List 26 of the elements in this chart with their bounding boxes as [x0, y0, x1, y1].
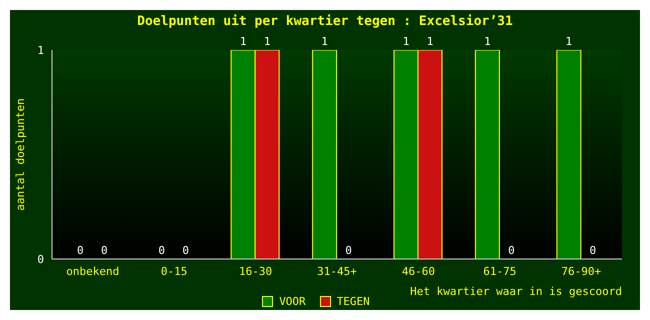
- x-tick-label: 31-45+: [317, 264, 358, 278]
- data-label: 0: [590, 244, 596, 257]
- data-label: 1: [321, 35, 328, 48]
- x-tick-label: 0-15: [160, 264, 188, 278]
- data-label: 1: [240, 35, 246, 48]
- chart-title: Doelpunten uit per kwartier tegen : Excelsior’31: [136, 13, 514, 31]
- x-tick-label: 61-75: [483, 264, 516, 278]
- legend-label: TEGEN: [336, 295, 370, 308]
- x-tick-label: onbekend: [66, 264, 120, 278]
- data-label: 0: [76, 244, 84, 257]
- data-label: 0: [158, 244, 166, 257]
- data-label: 1: [264, 35, 270, 48]
- data-label: 0: [182, 244, 190, 257]
- data-label: 1: [426, 35, 434, 48]
- data-label: 1: [402, 35, 410, 48]
- data-label: 0: [508, 244, 515, 257]
- x-tick-label: 76-90+: [561, 264, 602, 278]
- y-axis-title: aantal doelpunten: [14, 98, 27, 211]
- legend-label: VOOR: [279, 295, 306, 308]
- x-tick-label: 46-60: [402, 264, 435, 278]
- data-label: 1: [566, 35, 572, 48]
- data-label: 0: [100, 244, 108, 257]
- x-axis-title: Het kwartier waar in is gescoord: [410, 285, 622, 298]
- data-label: 0: [345, 244, 352, 257]
- data-label: 1: [484, 35, 491, 48]
- x-tick-label: 16-30: [239, 264, 272, 278]
